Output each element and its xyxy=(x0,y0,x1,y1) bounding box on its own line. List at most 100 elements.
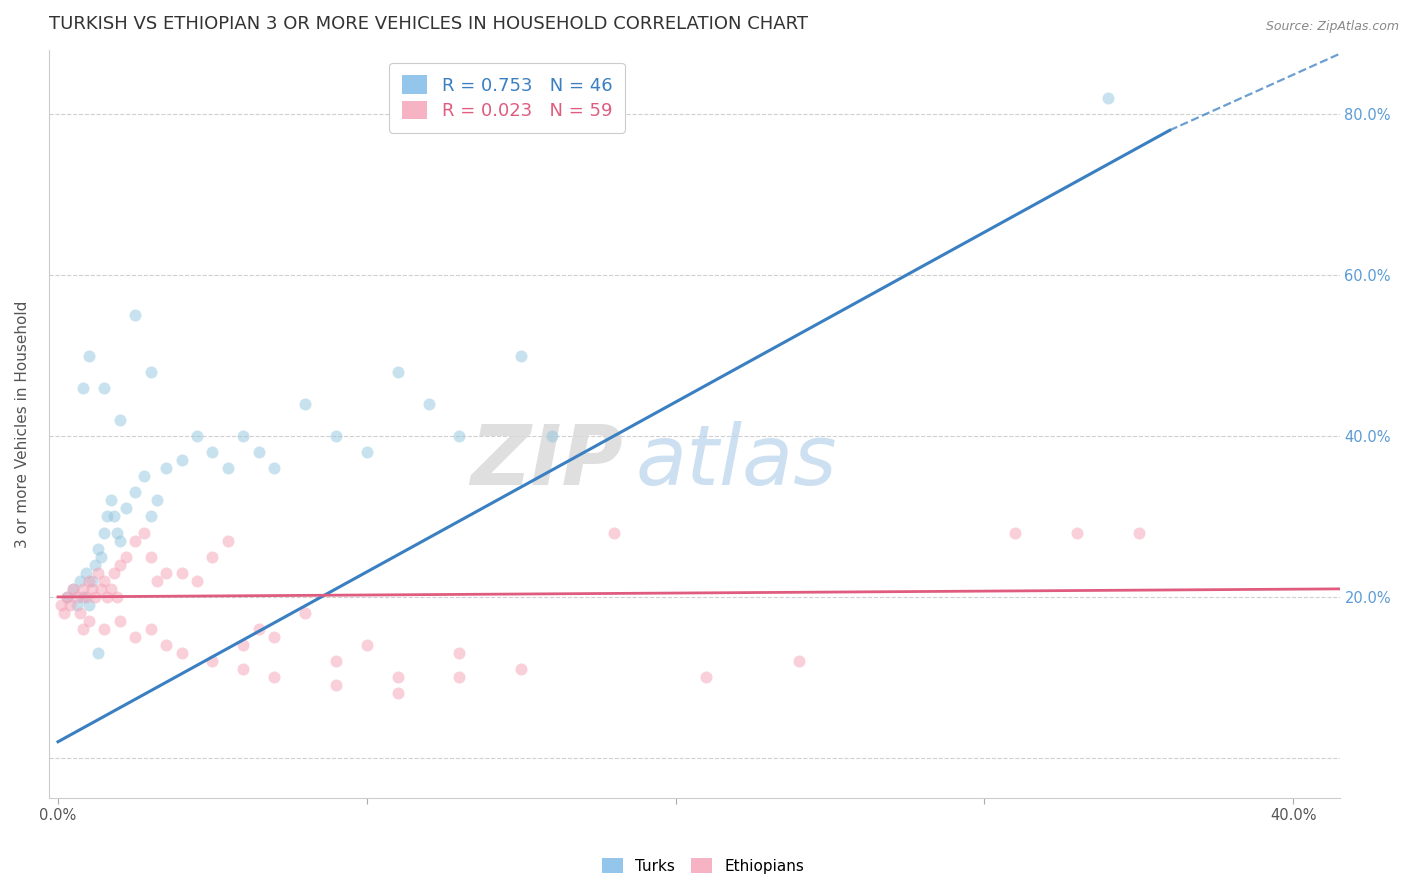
Y-axis label: 3 or more Vehicles in Household: 3 or more Vehicles in Household xyxy=(15,301,30,548)
Point xyxy=(77,574,100,588)
Point xyxy=(108,533,131,548)
Point xyxy=(217,461,239,475)
Point xyxy=(201,654,224,668)
Point xyxy=(387,686,409,700)
Point xyxy=(263,670,285,684)
Point xyxy=(134,469,156,483)
Text: atlas: atlas xyxy=(636,421,838,502)
Point xyxy=(72,590,94,604)
Point xyxy=(80,574,103,588)
Point xyxy=(53,606,76,620)
Point xyxy=(62,582,84,596)
Point xyxy=(72,381,94,395)
Point xyxy=(56,590,79,604)
Point xyxy=(96,509,118,524)
Point xyxy=(155,461,177,475)
Point xyxy=(93,381,115,395)
Point xyxy=(105,525,128,540)
Point xyxy=(510,662,533,676)
Point xyxy=(87,541,110,556)
Point xyxy=(103,509,125,524)
Point xyxy=(247,622,270,636)
Point xyxy=(139,549,162,564)
Point xyxy=(115,501,138,516)
Point xyxy=(232,638,254,652)
Point xyxy=(325,654,347,668)
Point xyxy=(93,525,115,540)
Point xyxy=(232,429,254,443)
Point xyxy=(56,590,79,604)
Point xyxy=(217,533,239,548)
Point xyxy=(510,349,533,363)
Point xyxy=(603,525,626,540)
Point xyxy=(294,397,316,411)
Point xyxy=(72,622,94,636)
Point xyxy=(247,445,270,459)
Point xyxy=(695,670,717,684)
Point xyxy=(1128,525,1150,540)
Point xyxy=(294,606,316,620)
Point xyxy=(65,598,87,612)
Point xyxy=(263,630,285,644)
Point xyxy=(418,397,440,411)
Point xyxy=(124,533,146,548)
Point xyxy=(201,445,224,459)
Point xyxy=(124,309,146,323)
Point xyxy=(1097,91,1119,105)
Point xyxy=(1004,525,1026,540)
Point xyxy=(75,566,97,580)
Point xyxy=(72,582,94,596)
Point xyxy=(449,429,471,443)
Point xyxy=(59,598,82,612)
Point xyxy=(170,453,193,467)
Point xyxy=(100,582,122,596)
Point xyxy=(787,654,810,668)
Point xyxy=(75,590,97,604)
Point xyxy=(325,429,347,443)
Point xyxy=(139,509,162,524)
Point xyxy=(49,598,72,612)
Legend: Turks, Ethiopians: Turks, Ethiopians xyxy=(596,852,810,880)
Point xyxy=(90,549,112,564)
Text: Source: ZipAtlas.com: Source: ZipAtlas.com xyxy=(1265,20,1399,33)
Point xyxy=(155,566,177,580)
Point xyxy=(80,582,103,596)
Point xyxy=(201,549,224,564)
Point xyxy=(69,574,91,588)
Point xyxy=(69,606,91,620)
Point xyxy=(356,638,378,652)
Point xyxy=(325,678,347,692)
Point xyxy=(84,590,107,604)
Point xyxy=(108,558,131,572)
Point xyxy=(387,670,409,684)
Point xyxy=(186,429,208,443)
Point xyxy=(93,574,115,588)
Point xyxy=(263,461,285,475)
Point xyxy=(90,582,112,596)
Point xyxy=(87,646,110,660)
Point xyxy=(155,638,177,652)
Point xyxy=(186,574,208,588)
Point xyxy=(146,574,169,588)
Point xyxy=(103,566,125,580)
Point xyxy=(170,566,193,580)
Point xyxy=(124,630,146,644)
Point xyxy=(84,558,107,572)
Point xyxy=(134,525,156,540)
Point xyxy=(96,590,118,604)
Text: TURKISH VS ETHIOPIAN 3 OR MORE VEHICLES IN HOUSEHOLD CORRELATION CHART: TURKISH VS ETHIOPIAN 3 OR MORE VEHICLES … xyxy=(49,15,808,33)
Point xyxy=(115,549,138,564)
Point xyxy=(77,614,100,628)
Legend: R = 0.753   N = 46, R = 0.023   N = 59: R = 0.753 N = 46, R = 0.023 N = 59 xyxy=(389,62,624,133)
Point xyxy=(62,582,84,596)
Point xyxy=(449,670,471,684)
Point xyxy=(139,365,162,379)
Point xyxy=(146,493,169,508)
Point xyxy=(170,646,193,660)
Point xyxy=(1066,525,1088,540)
Point xyxy=(77,598,100,612)
Point xyxy=(124,485,146,500)
Point xyxy=(93,622,115,636)
Point xyxy=(65,590,87,604)
Point xyxy=(541,429,564,443)
